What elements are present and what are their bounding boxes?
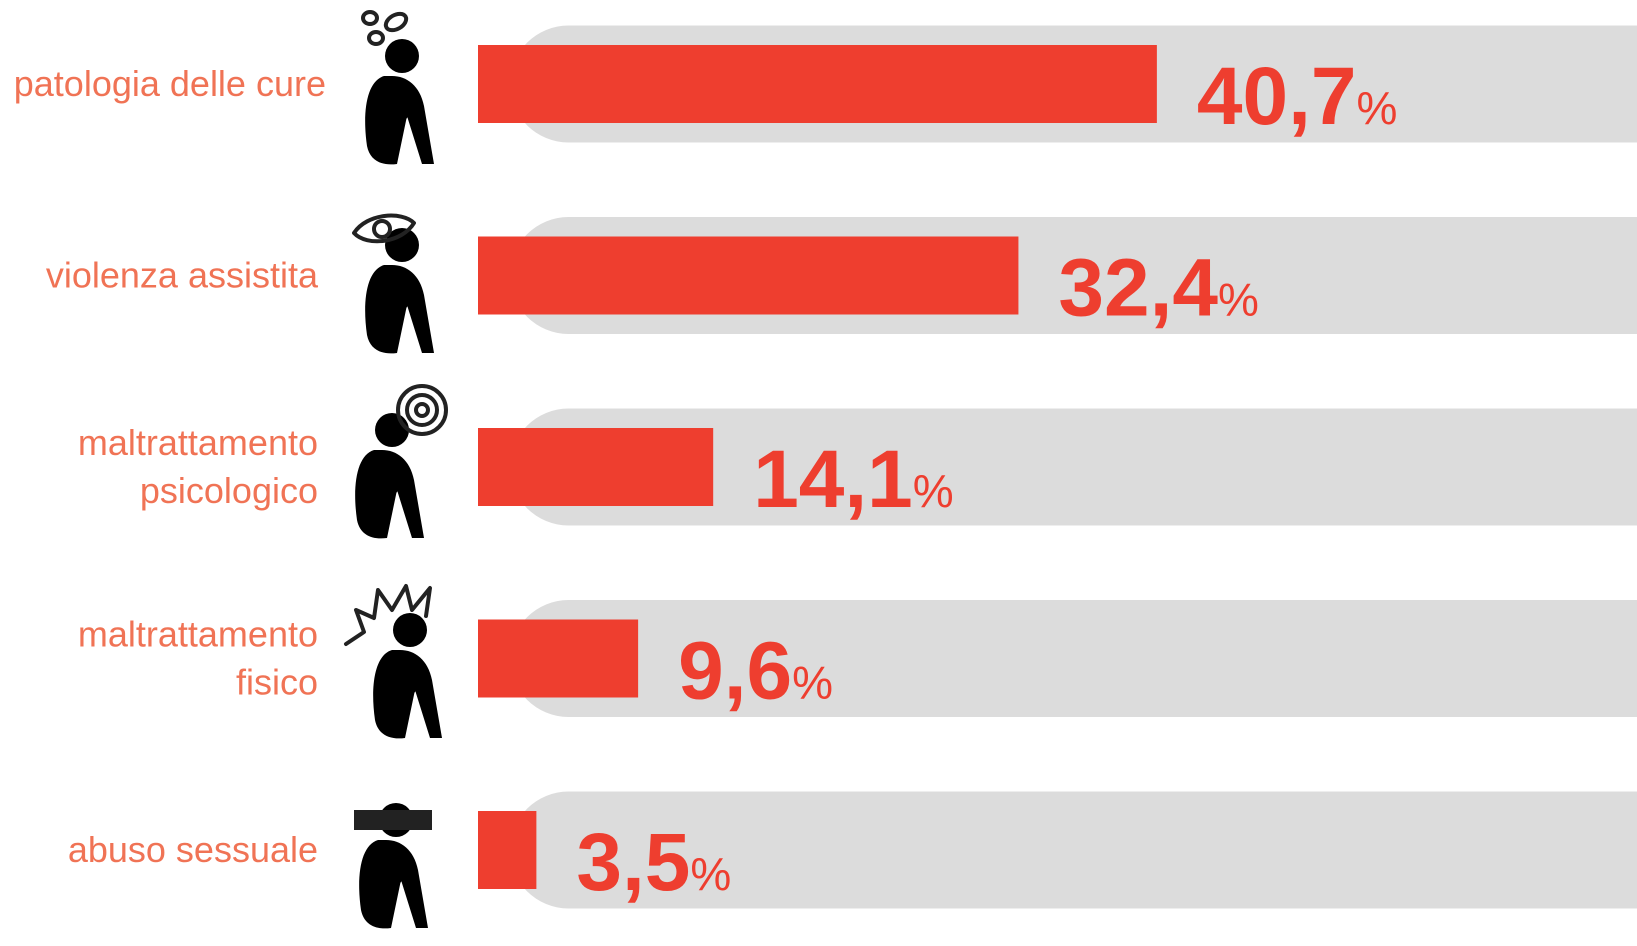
bar-track bbox=[510, 791, 1637, 909]
icon-psychological bbox=[355, 384, 448, 539]
category-label: abuso sessuale bbox=[68, 829, 318, 870]
category-label: maltrattamento psicologico bbox=[78, 422, 318, 511]
icon-witnessed bbox=[352, 213, 434, 354]
bar-track bbox=[510, 600, 1637, 717]
bar bbox=[478, 619, 639, 698]
value-label: 40,7% bbox=[1197, 51, 1398, 142]
category-label: maltrattamento fisico bbox=[78, 614, 318, 703]
bar bbox=[478, 811, 537, 889]
value-label: 3,5% bbox=[576, 817, 731, 908]
bar bbox=[478, 236, 1019, 315]
value-label: 32,4% bbox=[1058, 243, 1259, 334]
icon-neglect bbox=[361, 10, 434, 165]
bar bbox=[478, 45, 1157, 123]
category-label: violenza assistita bbox=[46, 255, 319, 296]
bar bbox=[478, 428, 714, 506]
value-label: 14,1% bbox=[753, 434, 954, 525]
bar-track bbox=[510, 408, 1637, 526]
icon-sexual bbox=[354, 803, 432, 929]
category-label: patologia delle cure bbox=[14, 63, 326, 104]
value-label: 9,6% bbox=[678, 626, 833, 717]
icon-physical bbox=[344, 584, 442, 739]
